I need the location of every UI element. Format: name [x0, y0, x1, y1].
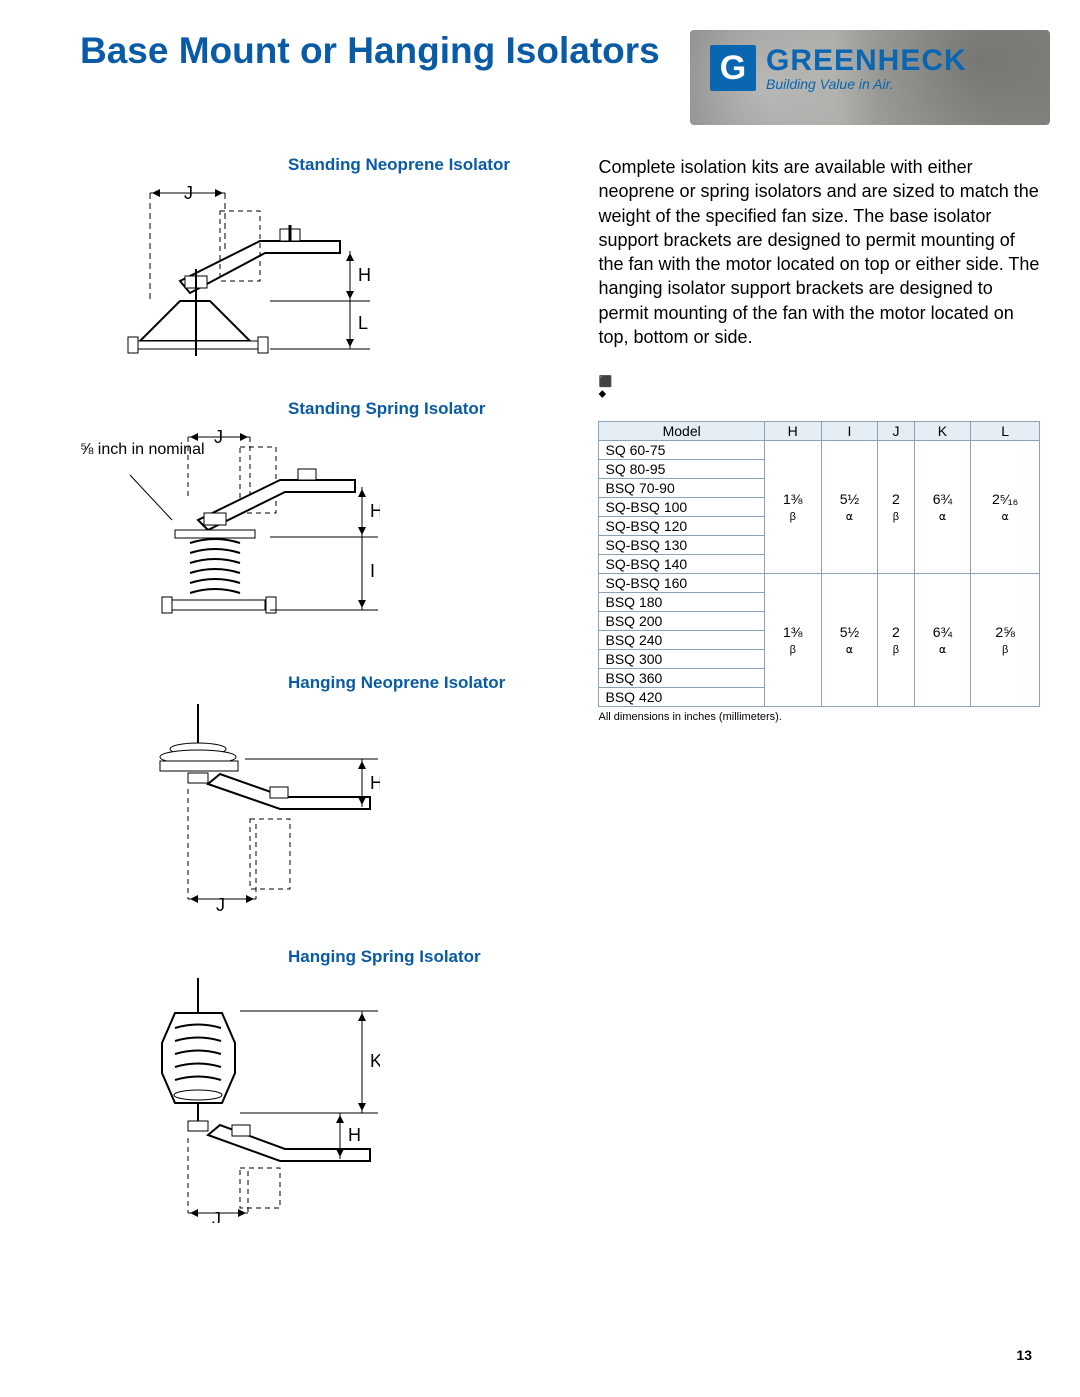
- brand-name: GREENHECK: [766, 44, 967, 78]
- table-cell-model: SQ-BSQ 140: [599, 555, 764, 574]
- svg-text:J: J: [214, 427, 223, 447]
- svg-text:K: K: [370, 1051, 380, 1071]
- svg-text:H: H: [348, 1125, 361, 1145]
- table-cell-l: 2⁵⁄₁₆⍺: [971, 441, 1040, 574]
- svg-text:J: J: [184, 183, 193, 203]
- diagram-standing-spring: Standing Spring Isolator ⅝ inch in nomin…: [80, 399, 568, 645]
- table-cell-model: BSQ 200: [599, 612, 764, 631]
- table-cell-j: 2β: [878, 441, 914, 574]
- col-l: L: [971, 422, 1040, 441]
- table-cell-model: BSQ 420: [599, 688, 764, 707]
- table-cell-model: SQ 60-75: [599, 441, 764, 460]
- hanging-neoprene-svg: H J: [80, 699, 380, 919]
- diagram-label: Hanging Spring Isolator: [80, 947, 568, 967]
- col-h: H: [764, 422, 821, 441]
- table-cell-k: 6¾⍺: [914, 441, 971, 574]
- svg-text:H: H: [370, 501, 380, 521]
- table-footnote: All dimensions in inches (millimeters).: [598, 711, 1040, 723]
- diagram-hanging-neoprene: Hanging Neoprene Isolator: [80, 673, 568, 919]
- svg-text:L: L: [358, 313, 368, 333]
- hanging-spring-svg: K H J: [80, 973, 380, 1223]
- svg-text:H: H: [370, 773, 380, 793]
- table-cell-model: SQ-BSQ 100: [599, 498, 764, 517]
- svg-text:J: J: [212, 1209, 221, 1223]
- table-cell-h: 1⅜β: [764, 574, 821, 707]
- body-paragraph: Complete isolation kits are available wi…: [598, 155, 1040, 349]
- standing-neoprene-svg: J H: [80, 181, 380, 371]
- table-cell-l: 2⅝β: [971, 574, 1040, 707]
- table-cell-model: BSQ 300: [599, 650, 764, 669]
- table-cell-k: 6¾⍺: [914, 574, 971, 707]
- table-cell-model: BSQ 180: [599, 593, 764, 612]
- diagram-label: Standing Neoprene Isolator: [80, 155, 568, 175]
- table-cell-model: BSQ 240: [599, 631, 764, 650]
- svg-text:J: J: [216, 895, 225, 915]
- page-title: Base Mount or Hanging Isolators: [80, 30, 690, 72]
- svg-text:I: I: [370, 561, 375, 581]
- text-column: Complete isolation kits are available wi…: [598, 155, 1040, 1251]
- diagram-standing-neoprene: Standing Neoprene Isolator J: [80, 155, 568, 371]
- diagram-note: ⅝ inch in nominal: [80, 441, 205, 459]
- diagrams-column: Standing Neoprene Isolator J: [80, 155, 568, 1251]
- table-cell-model: SQ-BSQ 120: [599, 517, 764, 536]
- brand-tagline: Building Value in Air.: [766, 76, 967, 92]
- table-cell-model: SQ 80-95: [599, 460, 764, 479]
- diagram-label: Hanging Neoprene Isolator: [80, 673, 568, 693]
- small-glyphs: ⬛⬥: [598, 375, 1040, 401]
- table-cell-i: 5½⍺: [821, 441, 878, 574]
- diagram-label: Standing Spring Isolator: [80, 399, 568, 419]
- brand-block: G GREENHECK Building Value in Air.: [690, 30, 1050, 125]
- table-cell-model: BSQ 360: [599, 669, 764, 688]
- table-cell-model: SQ-BSQ 160: [599, 574, 764, 593]
- table-cell-i: 5½⍺: [821, 574, 878, 707]
- col-j: J: [878, 422, 914, 441]
- dimensions-table: Model H I J K L SQ 60-751⅜β5½⍺2β6¾⍺2⁵⁄₁₆…: [598, 421, 1040, 707]
- table-cell-model: SQ-BSQ 130: [599, 536, 764, 555]
- table-cell-h: 1⅜β: [764, 441, 821, 574]
- col-i: I: [821, 422, 878, 441]
- table-cell-j: 2β: [878, 574, 914, 707]
- svg-text:H: H: [358, 265, 371, 285]
- brand-logo-icon: G: [710, 45, 756, 91]
- col-k: K: [914, 422, 971, 441]
- table-cell-model: BSQ 70-90: [599, 479, 764, 498]
- col-model: Model: [599, 422, 764, 441]
- page-number: 13: [1016, 1347, 1032, 1363]
- diagram-hanging-spring: Hanging Spring Isolator: [80, 947, 568, 1223]
- page-header: Base Mount or Hanging Isolators G GREENH…: [0, 0, 1080, 125]
